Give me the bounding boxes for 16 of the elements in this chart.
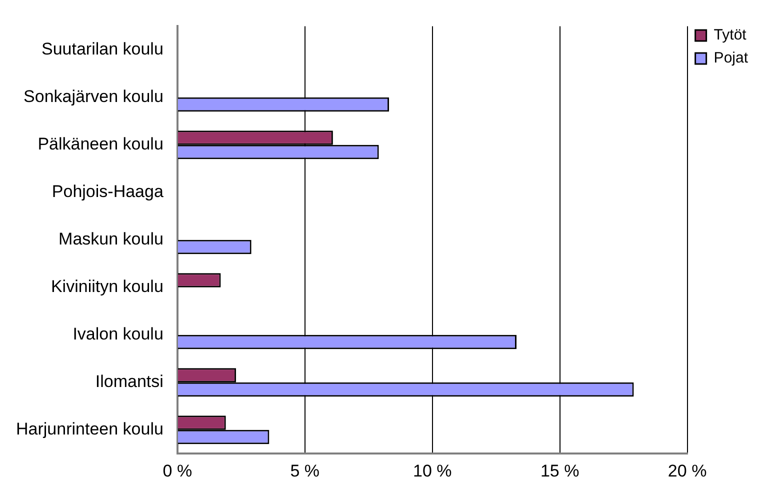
x-tick-label: 10 % [412,461,452,480]
x-tick-label: 5 % [290,461,320,480]
y-tick-label: Kiviniityn koulu [50,277,164,296]
x-tick-label: 0 % [162,461,192,480]
x-tick-label: 20 % [668,461,707,480]
legend-label: Pojat [714,50,749,67]
y-tick-label: Ilomantsi [95,372,164,392]
y-tick-label: Pohjois-Haaga [52,182,164,202]
x-tick-label: 15 % [540,461,580,480]
y-tick-label: Suutarilan koulu [42,40,164,59]
legend-label: Tytöt [714,26,748,44]
y-tick-label: Sonkajärven koulu [24,87,164,106]
y-tick-label: Pälkäneen koulu [38,134,164,154]
y-tick-label: Maskun koulu [58,230,164,249]
y-tick-label: Harjunrinteen koulu [16,420,164,439]
y-tick-label: Ivalon koulu [72,324,164,344]
